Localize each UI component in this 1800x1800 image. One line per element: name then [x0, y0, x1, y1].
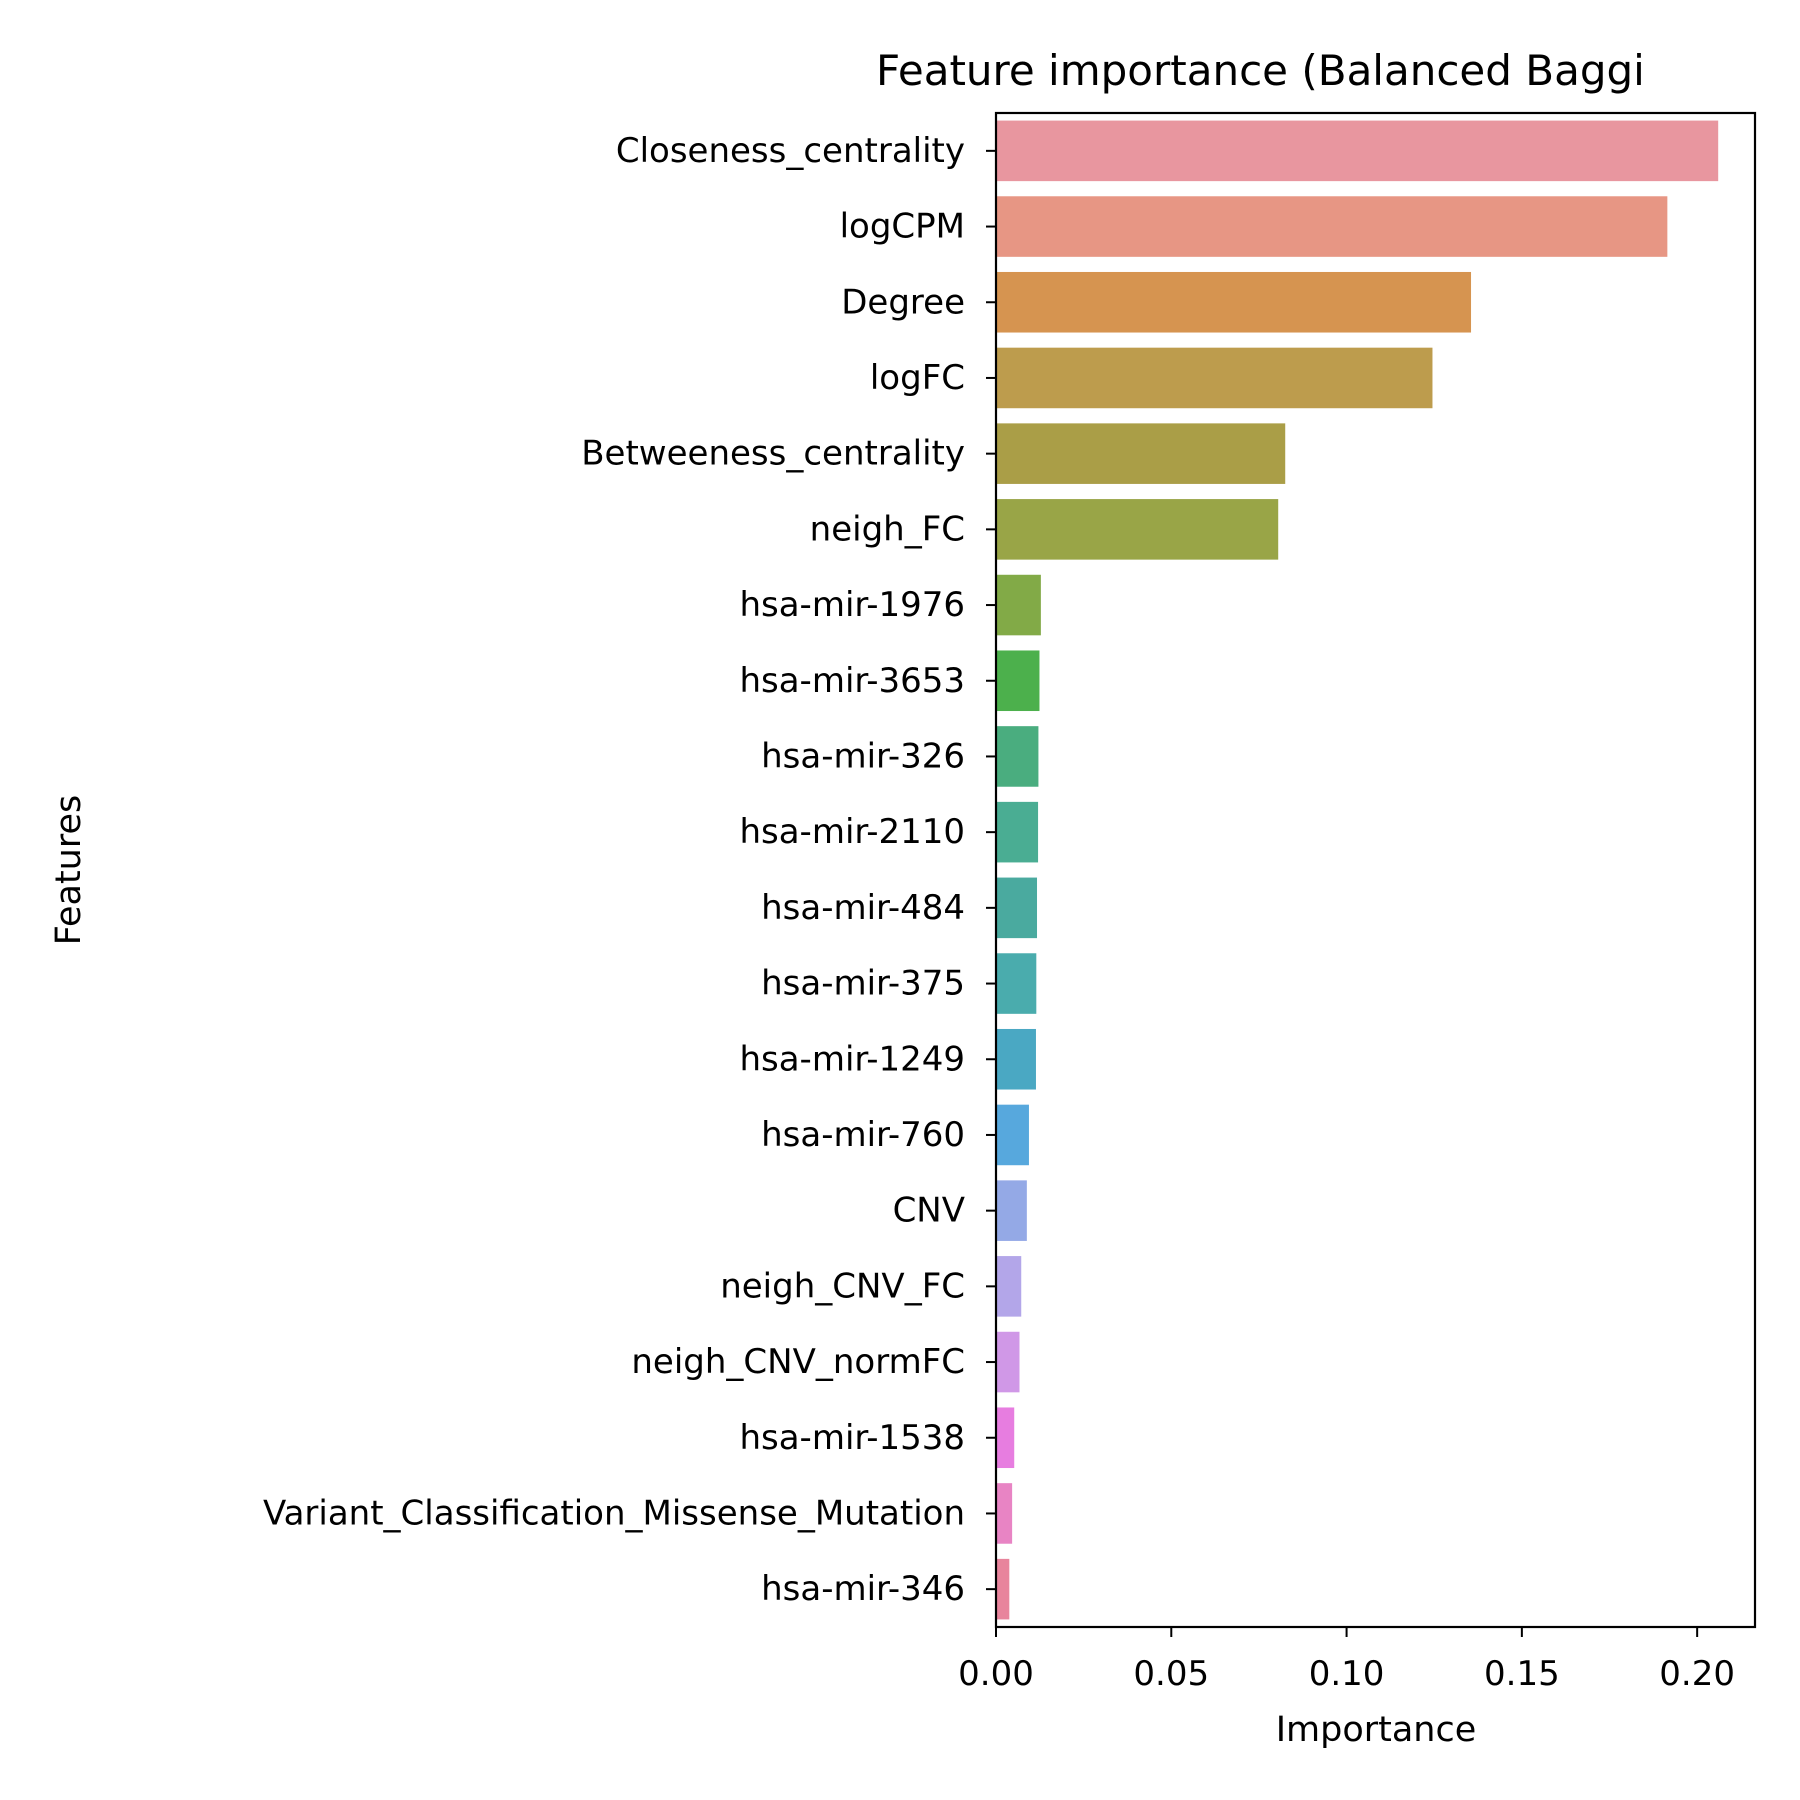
bar-logCPM [996, 196, 1668, 257]
y-axis-ticks: Closeness_centrality logCPM Degree logFC Bet… [263, 131, 996, 1609]
y-tick-label: neigh_CNV_FC [720, 1266, 965, 1306]
x-tick-label: 0.00 [958, 1654, 1034, 1694]
bar-Closeness_centrality [996, 120, 1719, 182]
bar-neigh_CNV_normFC [996, 1331, 1020, 1393]
bar-hsa-mir-326 [996, 726, 1039, 787]
y-tick-label: hsa-mir-346 [761, 1569, 965, 1609]
x-tick-label: 0.15 [1484, 1654, 1560, 1694]
y-tick-label: logCPM [840, 207, 965, 247]
bar-hsa-mir-484 [996, 877, 1038, 939]
x-tick-label: 0.10 [1309, 1654, 1385, 1694]
bar-neigh_CNV_FC [996, 1256, 1022, 1317]
y-tick-label: Variant_Classification_Missense_Mutation [263, 1493, 965, 1533]
x-axis-ticks: 0.00 0.05 0.10 0.15 0.20 [958, 1627, 1735, 1694]
bar-hsa-mir-3653 [996, 650, 1040, 712]
y-tick-label: hsa-mir-484 [761, 888, 965, 928]
y-tick-label: hsa-mir-326 [761, 736, 965, 776]
y-tick-label: hsa-mir-1538 [739, 1418, 965, 1458]
bar-hsa-mir-1976 [996, 574, 1041, 636]
y-tick-label: logFC [870, 358, 965, 398]
bar-Betweeness_centrality [996, 423, 1286, 484]
bar-neigh_FC [996, 499, 1279, 560]
y-axis-label: Features [49, 795, 89, 946]
x-axis-label: Importance [1276, 1710, 1477, 1750]
y-tick-label: hsa-mir-2110 [739, 812, 965, 852]
chart-title: Feature importance (Balanced Baggi [876, 46, 1645, 95]
bar-hsa-mir-375 [996, 953, 1037, 1014]
y-tick-label: hsa-mir-1976 [739, 585, 965, 625]
y-tick-label: hsa-mir-760 [761, 1115, 965, 1155]
bar-hsa-mir-346 [996, 1558, 1010, 1620]
y-tick-label: hsa-mir-375 [761, 964, 965, 1004]
bar-hsa-mir-760 [996, 1104, 1029, 1166]
bars-group [996, 120, 1719, 1620]
plot-frame [994, 111, 1757, 1629]
bar-hsa-mir-1249 [996, 1028, 1036, 1090]
y-tick-label: hsa-mir-1249 [739, 1039, 965, 1079]
y-tick-label: Degree [841, 282, 965, 322]
y-tick-label: neigh_FC [810, 509, 965, 549]
bar-CNV [996, 1180, 1027, 1241]
bar-Degree [996, 271, 1472, 333]
bar-logFC [996, 347, 1433, 409]
x-tick-label: 0.05 [1133, 1654, 1209, 1694]
y-tick-label: neigh_CNV_normFC [631, 1342, 965, 1382]
bar-hsa-mir-1538 [996, 1407, 1015, 1469]
y-tick-label: hsa-mir-3653 [739, 661, 965, 701]
y-tick-label: Betweeness_centrality [581, 434, 965, 474]
x-tick-label: 0.20 [1659, 1654, 1735, 1694]
y-tick-label: Closeness_centrality [616, 131, 965, 171]
bar-hsa-mir-2110 [996, 801, 1039, 863]
y-tick-label: CNV [893, 1191, 965, 1231]
bar-Variant_Classification_Missense_Mutation [996, 1483, 1013, 1544]
